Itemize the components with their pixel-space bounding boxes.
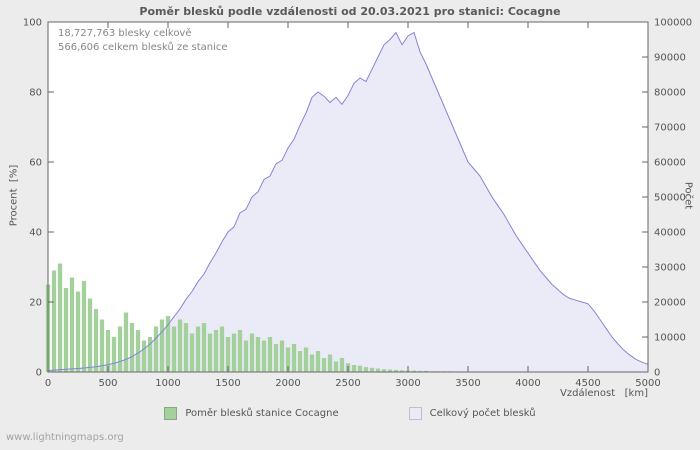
legend: Poměr blesků stanice Cocagne Celkový poč… — [0, 407, 700, 420]
svg-text:40: 40 — [29, 228, 42, 239]
svg-text:3000: 3000 — [395, 378, 420, 389]
svg-text:2000: 2000 — [275, 378, 300, 389]
svg-text:2500: 2500 — [335, 378, 360, 389]
station-ratio-bars — [45, 263, 501, 373]
legend-item-station-ratio: Poměr blesků stanice Cocagne — [164, 407, 339, 420]
svg-text:30000: 30000 — [654, 263, 686, 274]
legend-label-station: Poměr blesků stanice Cocagne — [185, 408, 339, 419]
total-count-line — [47, 31, 649, 372]
annotation-block: 18,727,763 blesky celkově 566,606 celkem… — [58, 27, 228, 55]
svg-text:20000: 20000 — [654, 298, 686, 309]
y-axis-label-left: Procent [%] — [8, 164, 20, 227]
legend-label-total: Celkový počet blesků — [429, 408, 536, 419]
axes — [47, 21, 649, 373]
total-count-area — [48, 32, 648, 372]
svg-text:0: 0 — [654, 368, 660, 379]
svg-text:40000: 40000 — [654, 228, 686, 239]
svg-text:10000: 10000 — [654, 333, 686, 344]
svg-text:1500: 1500 — [215, 378, 240, 389]
svg-text:1000: 1000 — [155, 378, 180, 389]
svg-text:5000: 5000 — [635, 378, 660, 389]
svg-text:60000: 60000 — [654, 158, 686, 169]
legend-swatch-station — [164, 407, 178, 420]
annotation-station-strikes: 566,606 celkem blesků ze stanice — [58, 42, 228, 53]
svg-text:50000: 50000 — [654, 193, 686, 204]
svg-text:0: 0 — [36, 368, 42, 379]
legend-swatch-total — [408, 407, 422, 420]
svg-text:0: 0 — [45, 378, 51, 389]
svg-text:3500: 3500 — [455, 378, 480, 389]
svg-text:80: 80 — [29, 88, 42, 99]
svg-text:100: 100 — [23, 18, 42, 29]
svg-text:70000: 70000 — [654, 123, 686, 134]
legend-item-total-count: Celkový počet blesků — [408, 407, 536, 420]
svg-text:4000: 4000 — [515, 378, 540, 389]
svg-text:4500: 4500 — [575, 378, 600, 389]
annotation-total-strikes: 18,727,763 blesky celkově — [58, 28, 192, 39]
watermark: www.lightningmaps.org — [6, 432, 124, 443]
svg-text:60: 60 — [29, 158, 42, 169]
chart-title: Poměr blesků podle vzdálenosti od 20.03.… — [139, 5, 561, 18]
svg-text:100000: 100000 — [654, 18, 692, 29]
x-axis-label: Vzdálenost [km] — [560, 388, 648, 399]
svg-text:500: 500 — [98, 378, 117, 389]
svg-text:80000: 80000 — [654, 88, 686, 99]
svg-text:90000: 90000 — [654, 53, 686, 64]
svg-text:20: 20 — [29, 298, 42, 309]
y-axis-label-right: Počet — [682, 181, 694, 210]
tick-labels: 0 500 1000 1500 2000 2500 3000 3500 4000 4500 5000… — [23, 18, 692, 390]
